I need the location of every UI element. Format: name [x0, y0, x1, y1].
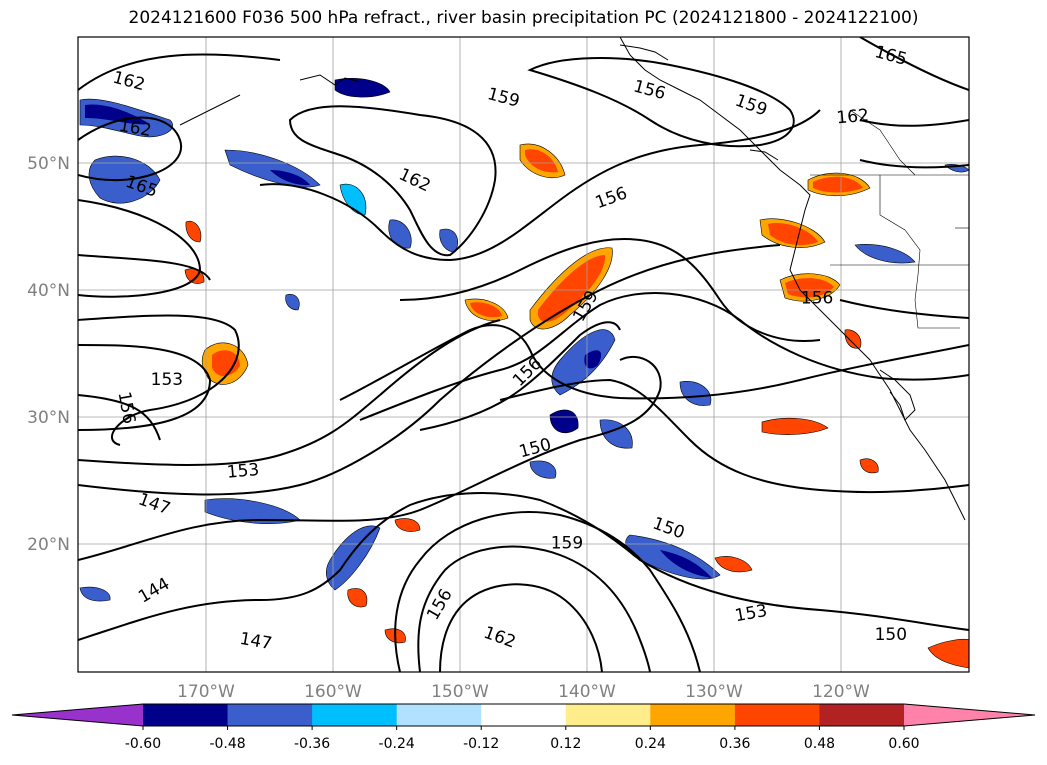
colorbar-tick-label: -0.48 — [209, 736, 245, 752]
positive-precip-area — [394, 518, 421, 532]
lat-label-30n: 30°N — [27, 408, 70, 428]
colorbar-tick-label: 0.24 — [635, 736, 666, 752]
longitude-labels: 170°W 160°W 150°W 140°W 130°W 120°W — [177, 682, 870, 702]
lon-label-120w: 120°W — [812, 682, 870, 702]
positive-precip-area — [538, 255, 606, 322]
colorbar-min-extend — [12, 704, 143, 726]
negative-precip-area — [79, 586, 111, 602]
map-frame — [77, 36, 970, 673]
colorbar-tick-label: -0.24 — [379, 736, 415, 752]
negative-precip-area — [551, 329, 616, 396]
positive-precip-area — [470, 302, 502, 318]
figure-title: 2024121600 F036 500 hPa refract., river … — [128, 8, 919, 28]
positive-precip-area — [813, 176, 863, 193]
negative-precip-area — [334, 78, 391, 98]
lon-label-130w: 130°W — [685, 682, 743, 702]
lat-label-50n: 50°N — [27, 154, 70, 174]
negative-precip-area — [85, 104, 150, 125]
geopotential-contours — [78, 37, 969, 672]
positive-precip-area — [844, 329, 862, 349]
negative-precip-area — [854, 244, 916, 264]
negative-precip-area — [660, 550, 712, 578]
colorbar-segment — [650, 704, 736, 726]
negative-precip-area — [285, 294, 300, 311]
colorbar — [11, 703, 1036, 727]
colorbar-segment — [734, 704, 820, 726]
latitude-labels: 50°N 40°N 30°N 20°N — [27, 154, 70, 555]
lat-label-20n: 20°N — [27, 535, 70, 555]
colorbar-tick-label: 0.36 — [719, 736, 750, 752]
positive-precip-area — [185, 220, 202, 243]
positive-precip-area — [212, 350, 240, 377]
lon-label-150w: 150°W — [431, 682, 489, 702]
colorbar-tick-labels: -0.60 -0.48 -0.36 -0.24 -0.12 0.12 0.24 0.36 0.4… — [125, 726, 920, 752]
negative-precip-area — [584, 350, 602, 369]
positive-precip-area — [347, 588, 368, 608]
negative-precip-area — [326, 525, 381, 591]
colorbar-segment — [312, 704, 398, 726]
lon-label-160w: 160°W — [304, 682, 362, 702]
contour-label: 150 — [875, 625, 907, 645]
colorbar-tick-label: -0.60 — [125, 736, 161, 752]
negative-precip-area — [529, 460, 557, 479]
negative-precip-area — [388, 219, 412, 249]
colorbar-segment — [396, 704, 482, 726]
contour-label: 153 — [226, 460, 260, 483]
negative-precip-area — [270, 170, 310, 186]
contour-label: 159 — [551, 534, 583, 554]
negative-precip-area — [679, 381, 712, 406]
positive-precip-area — [768, 223, 818, 246]
positive-precip-area — [859, 458, 879, 474]
colorbar-segment — [227, 704, 313, 726]
colorbar-segment — [819, 704, 905, 726]
positive-precip-area — [761, 417, 829, 435]
coastlines — [179, 37, 966, 521]
precipitation-shading — [79, 78, 969, 669]
positive-precip-area — [785, 278, 834, 298]
positive-precip-area — [525, 149, 558, 173]
contour-label: 153 — [151, 370, 183, 390]
contour-label: 162 — [836, 106, 870, 129]
colorbar-segment — [481, 704, 567, 726]
positive-precip-area — [927, 638, 969, 669]
colorbar-tick-label: 0.60 — [888, 736, 919, 752]
negative-precip-area — [339, 183, 367, 216]
positive-precip-area — [714, 556, 753, 573]
negative-precip-area — [549, 409, 579, 434]
colorbar-max-extend — [904, 704, 1035, 726]
colorbar-tick-label: 0.48 — [804, 736, 835, 752]
colorbar-tick-label: -0.12 — [463, 736, 499, 752]
contour-label: 156 — [801, 289, 833, 309]
colorbar-tick-label: -0.36 — [294, 736, 330, 752]
colorbar-segment — [565, 704, 651, 726]
lon-label-170w: 170°W — [177, 682, 235, 702]
lon-label-140w: 140°W — [558, 682, 616, 702]
colorbar-segment — [143, 704, 229, 726]
colorbar-tick-label: 0.12 — [550, 736, 581, 752]
lat-label-40n: 40°N — [27, 281, 70, 301]
